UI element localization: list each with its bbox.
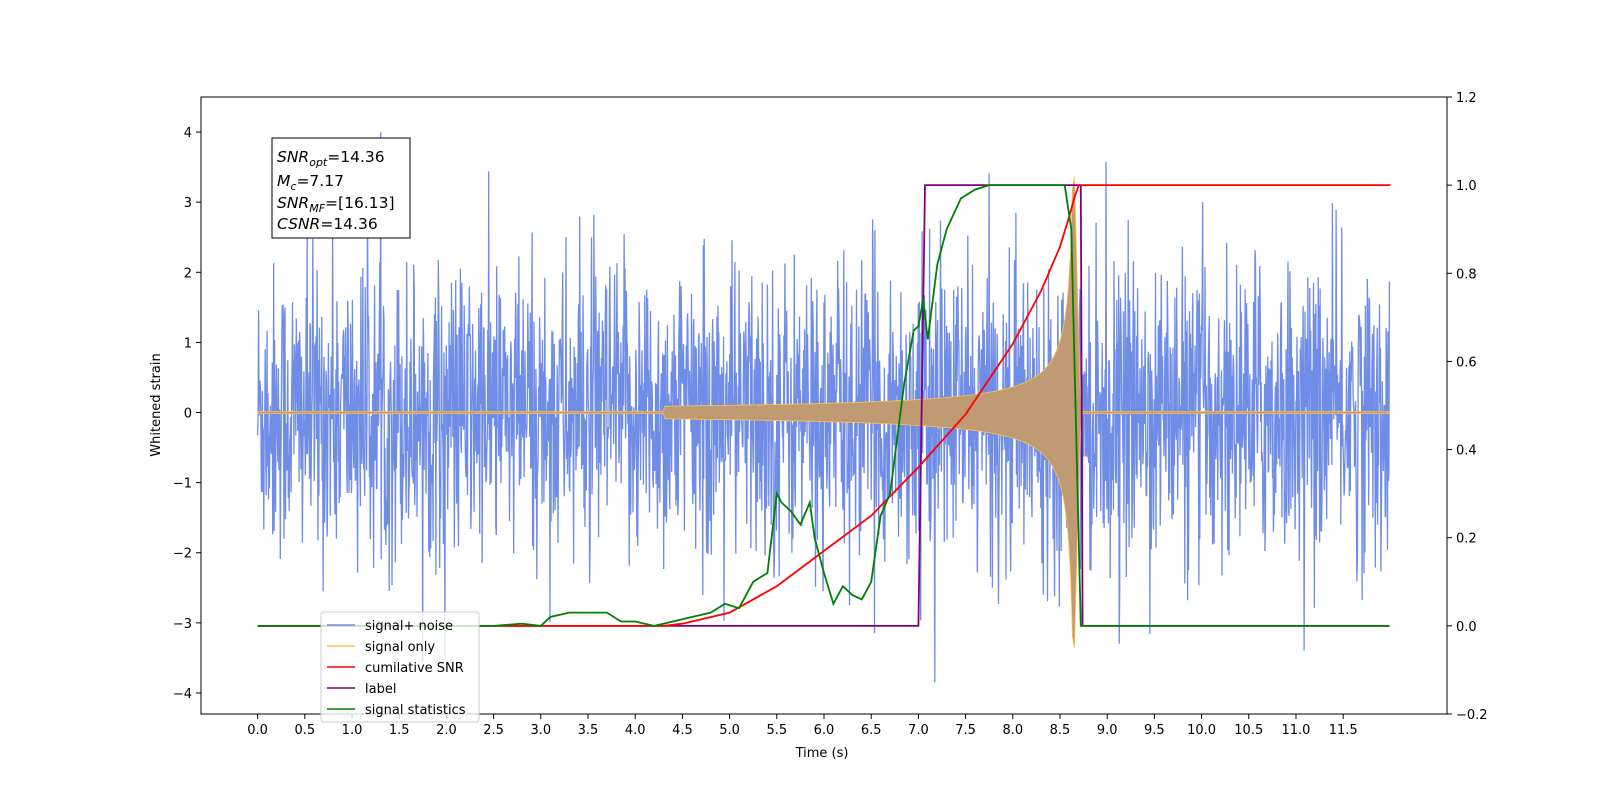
x-tick-label: 6.5 xyxy=(861,723,882,738)
x-tick-label: 7.5 xyxy=(955,723,976,738)
y-axis-left-ticks: 4 3 2 1 0 −1 −2 −3 −4 xyxy=(173,126,201,702)
x-tick-label: 3.5 xyxy=(578,723,599,738)
y-tick-label: 0 xyxy=(184,407,192,422)
x-tick-label: 5.0 xyxy=(719,723,740,738)
legend: signal+ noise signal only cumilative SNR… xyxy=(320,611,480,723)
y2-tick-label: 0.6 xyxy=(1456,355,1477,370)
line-signal-plus-noise xyxy=(256,132,1391,683)
x-axis-ticks: 0.0 0.5 1.0 1.5 2.0 2.5 3.0 3.5 4.0 4.5 5.0 5.5 6.0 6… xyxy=(247,714,1358,738)
x-tick-label: 2.5 xyxy=(483,723,504,738)
x-tick-label: 5.5 xyxy=(766,723,787,738)
x-tick-label: 3.0 xyxy=(530,723,551,738)
y2-tick-label: 0.0 xyxy=(1456,620,1477,635)
y-axis-label: Whitened strain xyxy=(149,353,164,456)
series-cumulative-snr xyxy=(257,184,1391,627)
y2-tick-label: 0.8 xyxy=(1456,267,1477,282)
y-tick-label: 1 xyxy=(184,336,192,351)
x-tick-label: 7.0 xyxy=(908,723,929,738)
x-tick-label: 2.0 xyxy=(436,723,457,738)
x-tick-label: 10.5 xyxy=(1234,723,1263,738)
y2-tick-label: 0.2 xyxy=(1456,532,1477,547)
x-tick-label: 11.5 xyxy=(1329,723,1358,738)
y-tick-label: 2 xyxy=(184,266,192,281)
x-tick-label: 8.0 xyxy=(1002,723,1023,738)
y-tick-label: 3 xyxy=(184,196,192,211)
annotation-csnr: CSNR=14.36 xyxy=(277,215,378,233)
y2-tick-label: 1.0 xyxy=(1456,179,1477,194)
x-tick-label: 1.0 xyxy=(342,723,363,738)
annotation-mc: Mc=7.17 xyxy=(277,172,344,193)
y-tick-label: 4 xyxy=(184,126,192,141)
line-cumulative-snr xyxy=(257,184,1391,627)
series-signal-plus-noise xyxy=(256,132,1391,683)
legend-label-signal-plus-noise: signal+ noise xyxy=(365,619,453,634)
x-tick-label: 0.0 xyxy=(247,723,268,738)
x-tick-label: 4.5 xyxy=(672,723,693,738)
plot-area xyxy=(256,132,1391,683)
annotation-snr-mf: SNRMF=[16.13] xyxy=(277,194,395,215)
x-tick-label: 1.5 xyxy=(389,723,410,738)
x-tick-label: 0.5 xyxy=(294,723,315,738)
legend-label-signal-statistics: signal statistics xyxy=(365,703,466,718)
x-tick-label: 8.5 xyxy=(1050,723,1071,738)
y2-tick-label: 1.2 xyxy=(1456,91,1477,106)
annotation-box: SNRopt=14.36 Mc=7.17 SNRMF=[16.13] CSNR=… xyxy=(271,137,411,239)
line-signal-only xyxy=(257,176,1390,649)
y-tick-label: −1 xyxy=(173,477,192,492)
y2-tick-label: 0.4 xyxy=(1456,444,1477,459)
x-tick-label: 11.0 xyxy=(1281,723,1310,738)
x-tick-label: 9.5 xyxy=(1144,723,1165,738)
y2-tick-label: −0.2 xyxy=(1456,708,1488,723)
legend-frame xyxy=(320,611,480,723)
y-tick-label: −4 xyxy=(173,687,192,702)
x-tick-label: 10.0 xyxy=(1187,723,1216,738)
x-axis-label: Time (s) xyxy=(795,746,849,761)
x-tick-label: 9.0 xyxy=(1097,723,1118,738)
x-tick-label: 4.0 xyxy=(625,723,646,738)
series-signal-only xyxy=(257,176,1390,649)
y-tick-label: −3 xyxy=(173,617,192,632)
line-signal-statistics xyxy=(257,184,1390,627)
x-tick-label: 6.0 xyxy=(814,723,835,738)
series-signal-statistics xyxy=(257,184,1390,627)
annotation-snr-opt: SNRopt=14.36 xyxy=(277,148,385,169)
annotation-frame xyxy=(271,137,411,239)
legend-label-cumulative-snr: cumilative SNR xyxy=(365,661,464,676)
legend-label-label: label xyxy=(365,682,396,697)
y-tick-label: −2 xyxy=(173,547,192,562)
legend-label-signal-only: signal only xyxy=(365,640,435,655)
y-axis-right-ticks: 1.2 1.0 0.8 0.6 0.4 0.2 0.0 −0.2 xyxy=(1447,91,1488,723)
